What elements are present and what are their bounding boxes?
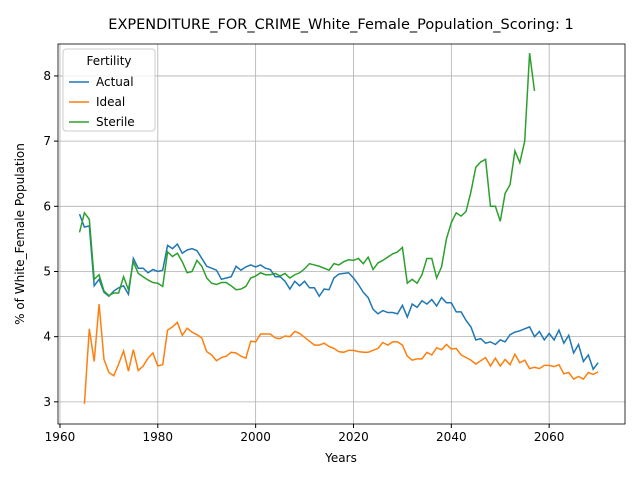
legend-box [62,48,156,132]
line-series [83,304,599,404]
x-tick-label: 2060 [534,430,565,444]
y-tick-label: 7 [43,134,51,148]
y-tick-label: 8 [43,69,51,83]
y-tick-label: 5 [43,264,51,278]
x-tick-label: 1960 [45,430,76,444]
x-tick-label: 2000 [240,430,271,444]
legend-label: Ideal [96,95,125,109]
plot-frame [57,43,626,425]
y-axis-label: % of White_Female Population [13,143,27,325]
x-tick-label: 2020 [338,430,369,444]
legend-title: Fertility [86,54,131,68]
x-axis-label: Years [324,451,357,465]
x-tick-label: 1980 [143,430,174,444]
line-series [78,53,536,297]
legend-label: Actual [96,75,134,89]
y-tick-label: 3 [43,395,51,409]
x-tick-label: 2040 [436,430,467,444]
chart-title: EXPENDITURE_FOR_CRIME_White_Female_Popul… [108,17,573,33]
legend-label: Sterile [96,115,135,129]
y-tick-label: 4 [43,330,51,344]
line-series [78,213,599,371]
y-tick-label: 6 [43,199,51,213]
